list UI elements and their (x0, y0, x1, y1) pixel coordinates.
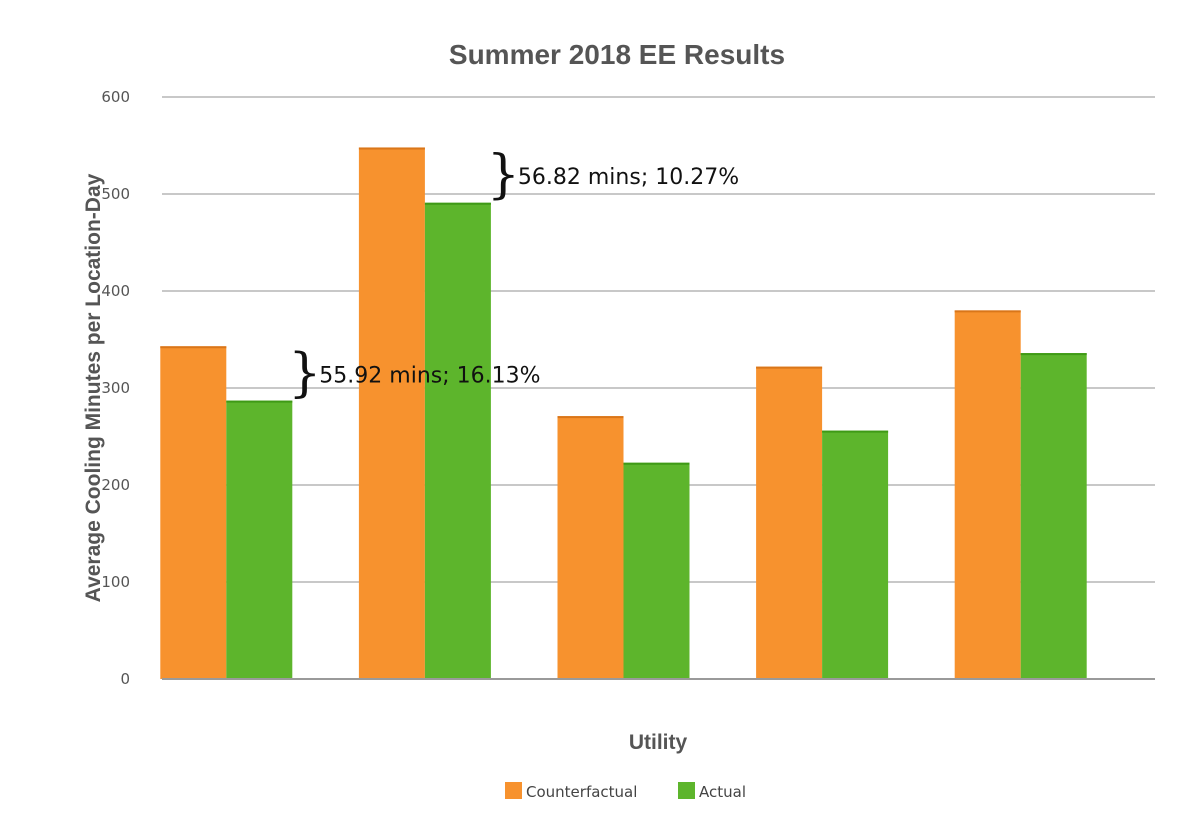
y-tick-label: 300 (101, 379, 130, 397)
bar-actual (226, 400, 293, 679)
y-tick-label: 0 (120, 670, 130, 688)
legend-label: Actual (699, 783, 746, 801)
y-tick-label: 500 (101, 185, 130, 203)
y-tick-label: 600 (101, 88, 130, 106)
bar-counterfactual (557, 416, 624, 679)
y-tick-label: 200 (101, 476, 130, 494)
legend-swatch (505, 782, 522, 799)
bar-actual (822, 430, 889, 679)
y-tick-label: 400 (101, 282, 130, 300)
annotation-label: 55.92 mins; 16.13% (319, 363, 540, 388)
legend-label: Counterfactual (526, 783, 637, 801)
annotation-brace: } (487, 145, 520, 205)
annotation-brace: } (288, 343, 321, 403)
legend: Counterfactual Actual (505, 782, 746, 801)
x-axis-title: Utility (629, 731, 688, 754)
bar-counterfactual (756, 366, 823, 679)
bar-actual (1020, 353, 1087, 679)
legend-swatch (678, 782, 695, 799)
bar-counterfactual (358, 147, 425, 679)
bar-actual (623, 462, 690, 679)
bars (160, 147, 1087, 680)
annotations: }55.92 mins; 16.13%}56.82 mins; 10.27% (288, 145, 739, 403)
annotation-label: 56.82 mins; 10.27% (518, 165, 739, 190)
y-axis-title: Average Cooling Minutes per Location-Day (82, 173, 105, 602)
y-axis-ticks: 0 100 200 300 400 500 600 (101, 88, 130, 688)
y-tick-label: 100 (101, 573, 130, 591)
bar-actual (424, 202, 491, 680)
bar-counterfactual (160, 346, 227, 679)
chart-title: Summer 2018 EE Results (449, 39, 785, 70)
bar-counterfactual (954, 310, 1021, 679)
